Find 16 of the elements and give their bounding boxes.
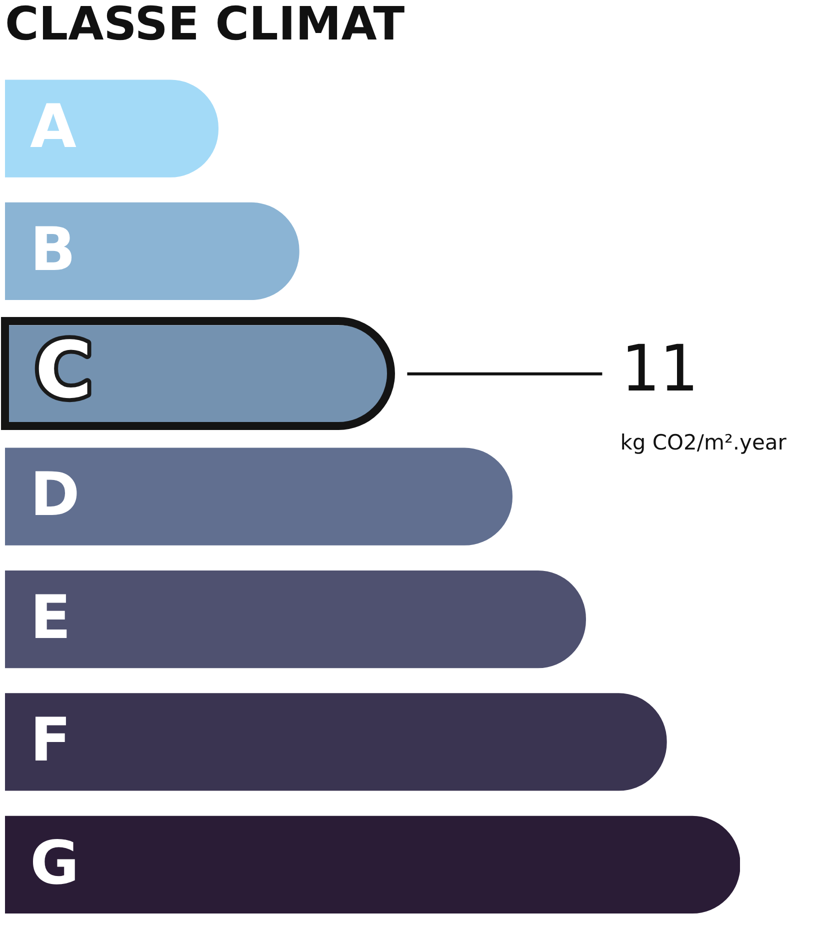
y-tick-label: F xyxy=(30,706,71,776)
chart-title: CLASSE CLIMAT xyxy=(5,0,406,51)
y-tick-label: B xyxy=(30,214,76,285)
y-tick-label: E xyxy=(30,582,71,653)
y-tick-label: D xyxy=(30,460,80,530)
y-tick-label: C xyxy=(35,326,92,416)
bar xyxy=(5,816,740,914)
y-tick-label: A xyxy=(30,92,77,162)
bar xyxy=(5,448,512,546)
bar xyxy=(5,202,300,300)
annotation: 11 xyxy=(620,332,698,407)
bar xyxy=(5,570,586,668)
y-tick-label: G xyxy=(30,828,80,898)
bar xyxy=(5,80,218,178)
bar xyxy=(5,693,667,791)
annotation: kg CO2/m².year xyxy=(620,430,787,454)
